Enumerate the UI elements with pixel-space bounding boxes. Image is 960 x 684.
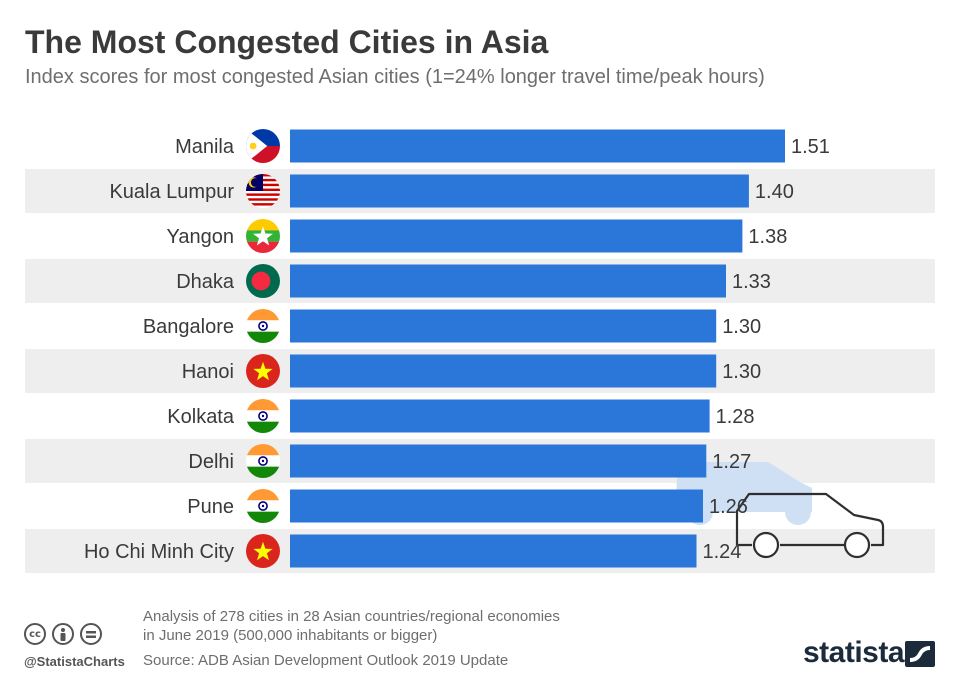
category-label: Yangon xyxy=(167,226,234,248)
category-label: Kolkata xyxy=(167,406,235,428)
india-flag-icon xyxy=(246,399,280,433)
value-label: 1.27 xyxy=(712,451,751,473)
statista-handle[interactable]: @StatistaCharts xyxy=(24,654,125,669)
india-flag-icon xyxy=(246,489,280,523)
category-label: Ho Chi Minh City xyxy=(84,541,234,563)
vietnam-flag-icon xyxy=(246,354,280,388)
source-note: Source: ADB Asian Development Outlook 20… xyxy=(143,652,509,669)
statista-logo-icon xyxy=(905,641,935,667)
bar-yangon[interactable] xyxy=(290,219,743,253)
bar-dhaka[interactable] xyxy=(290,264,726,298)
value-label: 1.30 xyxy=(722,316,761,338)
bar-manila[interactable] xyxy=(290,129,785,163)
flags xyxy=(246,129,280,568)
license-icons: cc xyxy=(24,623,102,645)
category-label: Pune xyxy=(187,496,234,518)
philippines-flag-icon xyxy=(246,129,280,163)
category-label: Manila xyxy=(175,136,235,158)
bar-pune[interactable] xyxy=(290,489,703,523)
myanmar-flag-icon xyxy=(246,219,280,253)
value-label: 1.38 xyxy=(748,226,787,248)
category-label: Bangalore xyxy=(143,316,234,338)
value-label: 1.51 xyxy=(791,136,830,158)
bar-bangalore[interactable] xyxy=(290,309,717,343)
footnote: Analysis of 278 cities in 28 Asian count… xyxy=(143,608,560,644)
category-label: Kuala Lumpur xyxy=(109,181,234,203)
category-label: Hanoi xyxy=(182,361,234,383)
value-labels: 1.51 1.40 1.38 1.33 1.30 1.30 1.28 1.27 1.26 1.24 xyxy=(703,136,830,563)
bar-delhi[interactable] xyxy=(290,444,707,478)
chart-title: The Most Congested Cities in Asia xyxy=(25,24,549,60)
no-derivatives-icon xyxy=(80,623,102,645)
bar-chart: Manila Kuala Lumpur Yangon Dhaka Bangalore Ha… xyxy=(25,129,935,573)
statista-logo[interactable]: statista xyxy=(803,636,905,669)
cc-icon: cc xyxy=(24,623,46,645)
bars xyxy=(290,129,785,568)
bar-ho-chi-minh-city[interactable] xyxy=(290,534,697,568)
value-label: 1.30 xyxy=(722,361,761,383)
india-flag-icon xyxy=(246,309,280,343)
attribution-icon xyxy=(52,623,74,645)
vietnam-flag-icon xyxy=(246,534,280,568)
category-label: Delhi xyxy=(188,451,234,473)
bar-kuala-lumpur[interactable] xyxy=(290,174,749,208)
category-label: Dhaka xyxy=(176,271,235,293)
value-label: 1.24 xyxy=(703,541,742,563)
chart-subtitle: Index scores for most congested Asian ci… xyxy=(25,66,765,88)
value-label: 1.28 xyxy=(716,406,755,428)
india-flag-icon xyxy=(246,444,280,478)
bar-hanoi[interactable] xyxy=(290,354,717,388)
category-labels: Manila Kuala Lumpur Yangon Dhaka Bangalore Ha… xyxy=(84,136,235,563)
bangladesh-flag-icon xyxy=(246,264,280,298)
value-label: 1.33 xyxy=(732,271,771,293)
bar-kolkata[interactable] xyxy=(290,399,710,433)
value-label: 1.40 xyxy=(755,181,794,203)
value-label: 1.26 xyxy=(709,496,748,518)
